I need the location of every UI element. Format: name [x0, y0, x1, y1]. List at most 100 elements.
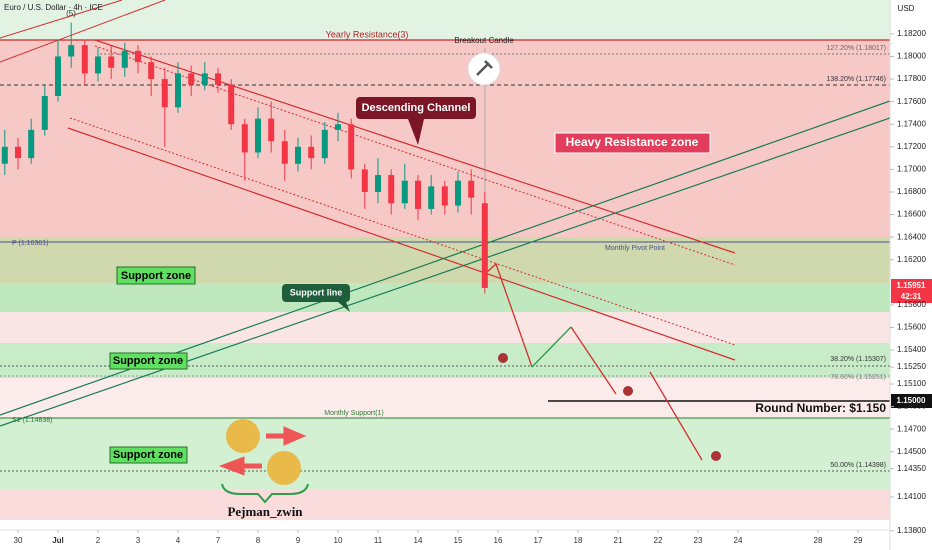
trend-line: [0, 117, 891, 427]
annotation: Breakout Candle: [454, 36, 514, 45]
x-tick-label: 17: [534, 536, 543, 545]
candle-body: [161, 79, 168, 108]
label-box: [109, 352, 188, 370]
y-tick-label: 1.15400: [897, 345, 926, 354]
candle-body: [215, 73, 221, 85]
x-tick-label: 2: [96, 536, 101, 545]
annotation: S1 (1.14838): [12, 417, 52, 424]
x-tick-label: 29: [854, 536, 863, 545]
candle-body: [348, 124, 355, 170]
forecast-arrow: [486, 262, 533, 368]
label-box: [116, 266, 196, 285]
candle-body: [335, 124, 341, 130]
y-tick-label: 1.14500: [897, 447, 926, 456]
y-tick-label: 1.15100: [897, 379, 926, 388]
candle-body: [95, 56, 101, 74]
annotation: 127.20% (1.18017): [826, 45, 886, 52]
target-icon: [498, 353, 508, 363]
y-tick-label: 1.18200: [897, 29, 926, 38]
y-tick-label: 1.17200: [897, 142, 926, 151]
candle-body: [148, 62, 155, 80]
zone: [0, 312, 890, 343]
x-tick-label: 3: [136, 536, 141, 545]
price-label-box: [891, 394, 932, 408]
x-tick-label: 4: [176, 536, 181, 545]
channel-line: [69, 117, 736, 346]
price-label-box: [891, 279, 932, 303]
support-zone: [0, 283, 890, 312]
candle-body: [468, 180, 475, 198]
price-label: 42:31: [901, 292, 922, 301]
annotation: Support line: [290, 287, 343, 297]
annotation: Monthly Support(1): [324, 410, 384, 417]
x-tick-label: 15: [454, 536, 463, 545]
candle-body: [1, 146, 8, 164]
currency-label: USD: [898, 4, 915, 13]
x-tick-label: 11: [374, 536, 383, 545]
annotation: (5): [66, 9, 76, 18]
brace: [221, 483, 309, 504]
annotation: Support zone: [121, 270, 191, 282]
y-tick-label: 1.17800: [897, 74, 926, 83]
candle-body: [321, 129, 328, 159]
candle-body: [28, 129, 35, 159]
annotation: Round Number: $1.150: [755, 401, 886, 415]
candle-body: [188, 73, 195, 85]
label-box: [282, 284, 350, 302]
candle-body: [175, 73, 181, 108]
x-tick-label: 21: [614, 536, 623, 545]
forecast-arrow: [531, 326, 572, 368]
annotation: 138.20% (1.17746): [826, 76, 886, 83]
candle-body: [228, 84, 235, 125]
label-box: [356, 97, 476, 119]
y-tick-label: 1.17400: [897, 119, 926, 128]
candle-body: [428, 186, 435, 209]
y-tick-label: 1.17000: [897, 165, 926, 174]
y-tick-label: 1.15250: [897, 362, 926, 371]
label-box: [109, 446, 188, 464]
annotation: Heavy Resistance zone: [566, 135, 699, 149]
arrow-icon: [266, 426, 307, 446]
forecast-arrow: [570, 326, 617, 395]
price-label: 1.15951: [897, 281, 926, 290]
label-box: [554, 132, 711, 154]
plot: 1.18200 1.18000 1.17800 1.17600 1.17400 1.172…: [1, 3, 926, 545]
annotation: Pejman_zwin: [227, 504, 303, 519]
candle-body: [201, 73, 208, 85]
candle-body: [68, 45, 75, 57]
y-tick-label: 1.14350: [897, 464, 926, 473]
candle-body: [481, 203, 488, 288]
annotation: Support zone: [113, 355, 183, 367]
y-tick-label: 1.16600: [897, 210, 926, 219]
x-tick-label: 22: [654, 536, 663, 545]
y-tick-label: 1.14900: [897, 402, 926, 411]
candle-body: [81, 45, 88, 74]
y-tick-label: 1.17600: [897, 97, 926, 106]
channel-line: [94, 39, 736, 254]
annotation: 50.00% (1.14398): [830, 462, 886, 469]
x-tick-label: 16: [494, 536, 503, 545]
forecast-arrow: [649, 371, 703, 461]
zones: [0, 0, 890, 520]
candle-body: [241, 124, 248, 153]
x-tick-label: 24: [734, 536, 743, 545]
channel-line: [94, 45, 736, 266]
x-tick-label: 28: [814, 536, 823, 545]
candle-body: [268, 118, 275, 142]
arrow-icon: [218, 456, 262, 476]
candle-body: [281, 141, 288, 164]
x-tick-label: 18: [574, 536, 583, 545]
y-tick-label: 1.15800: [897, 300, 926, 309]
candle-body: [295, 146, 301, 164]
candle-body: [121, 50, 128, 68]
x-tick-label: 10: [334, 536, 343, 545]
candle-body: [401, 180, 408, 204]
annotation: Support zone: [113, 449, 183, 461]
candle-body: [375, 175, 381, 192]
y-tick-label: 1.15600: [897, 323, 926, 332]
candle-body: [55, 56, 61, 96]
x-tick-label: 30: [14, 536, 23, 545]
candle-body: [455, 180, 461, 206]
